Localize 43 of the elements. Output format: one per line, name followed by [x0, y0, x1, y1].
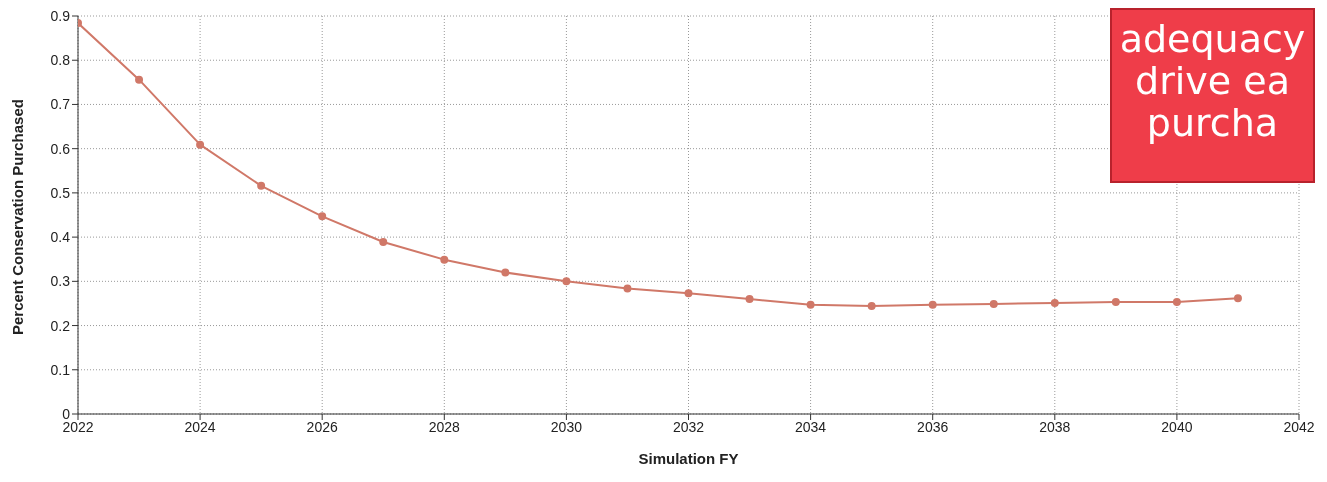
- point: [562, 277, 571, 286]
- x-tick-label: 2034: [795, 418, 827, 435]
- y-tick-label: 0.4: [50, 229, 71, 246]
- point: [318, 212, 327, 221]
- x-tick-label: 2028: [428, 418, 461, 435]
- annotation: adequacy: [1118, 17, 1307, 61]
- point: [745, 295, 754, 304]
- x-tick-label: 2038: [1039, 418, 1071, 435]
- point: [135, 75, 144, 84]
- point: [257, 181, 266, 190]
- x-tick-label: 2024: [184, 418, 216, 435]
- x-tick-label: 2042: [1283, 418, 1315, 435]
- y-tick-label: 0.2: [50, 317, 71, 334]
- y-tick-label: 0.9: [50, 7, 71, 24]
- y-tick-label: 0.6: [50, 140, 71, 157]
- point: [1050, 299, 1059, 307]
- y-tick-label: 0.7: [50, 96, 71, 113]
- y-tick-label: 0.8: [50, 52, 71, 69]
- point: [928, 300, 937, 309]
- point: [867, 302, 876, 311]
- y-axis-title: Percent Conservation Purchased: [9, 99, 27, 335]
- point: [501, 268, 510, 277]
- x-axis-title: Simulation FY: [638, 450, 739, 467]
- annotation: purcha: [1145, 101, 1280, 145]
- y-tick-label: 0.1: [50, 361, 71, 378]
- y-tick-label: 0.5: [50, 184, 71, 201]
- point: [1233, 294, 1242, 303]
- x-tick-label: 2026: [306, 418, 338, 435]
- annotation: drive ea: [1135, 59, 1290, 103]
- x-tick-label: 2030: [550, 418, 583, 435]
- x-tick-label: 2040: [1161, 418, 1193, 435]
- point: [684, 289, 693, 298]
- point: [196, 140, 205, 149]
- point: [1172, 298, 1181, 307]
- point: [623, 284, 632, 293]
- point: [1111, 298, 1120, 307]
- x-tick-label: 2036: [917, 418, 949, 435]
- point: [806, 300, 815, 309]
- point: [379, 237, 388, 246]
- point: [989, 299, 998, 308]
- x-tick-label: 2032: [672, 418, 705, 435]
- y-tick-label: 0.3: [50, 273, 71, 290]
- point: [440, 255, 449, 264]
